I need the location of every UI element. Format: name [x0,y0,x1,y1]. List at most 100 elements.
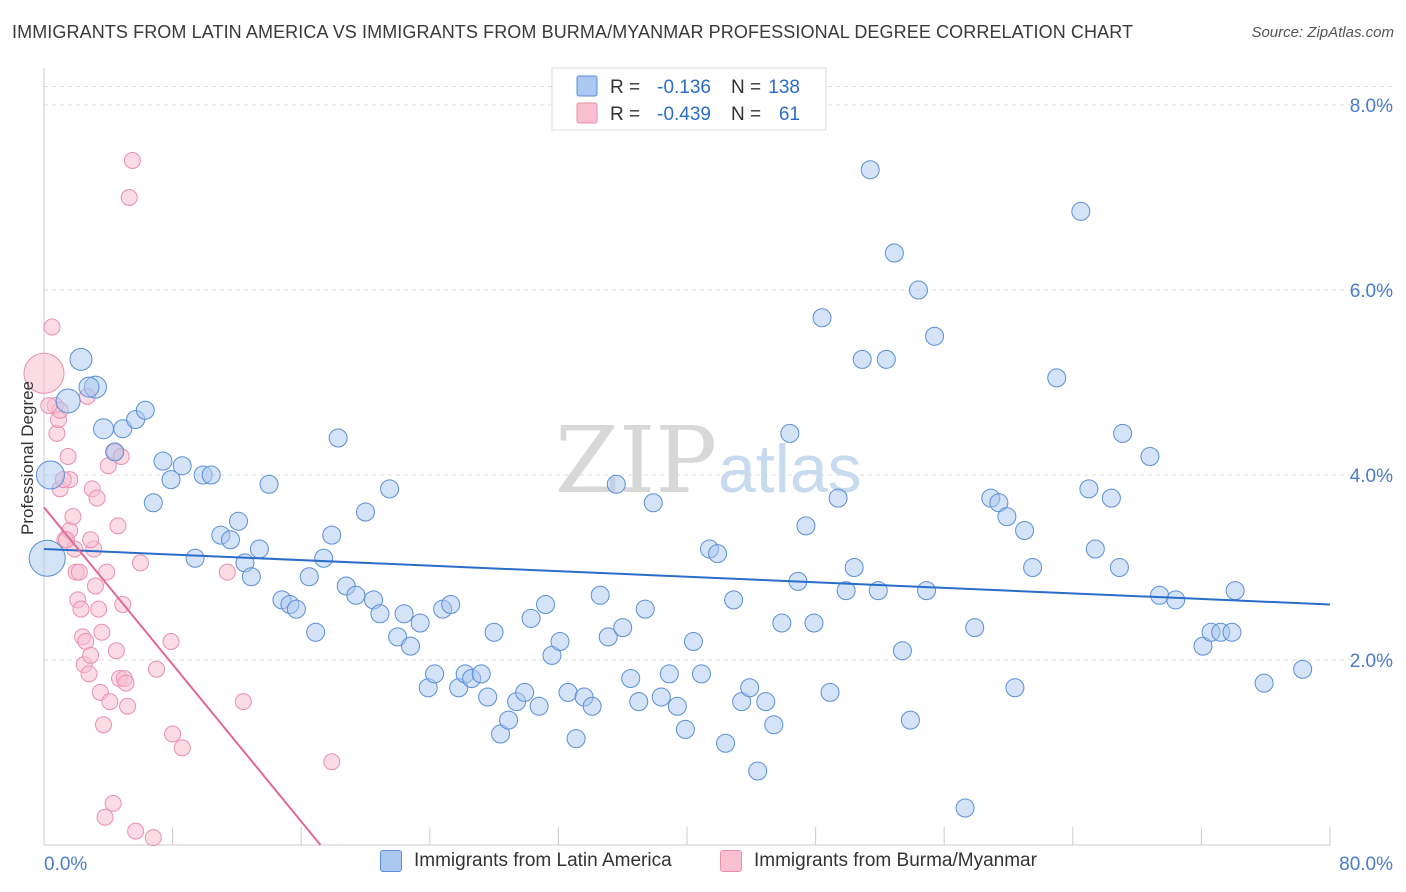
series-latin-america-points [28,160,1313,818]
latin-america-point [925,326,945,346]
latin-america-point [521,608,541,628]
y-tick-label: 6.0% [1350,281,1393,302]
burma-point [123,152,141,169]
latin-america-point [997,507,1017,527]
latin-america-point [1222,622,1242,642]
latin-america-point [550,632,570,651]
latin-america-point [78,376,100,398]
legend-swatch-burma [576,102,598,124]
latin-america-point [1071,201,1091,221]
burma-point [93,623,111,641]
trend-line-latin-america [43,548,1331,606]
latin-america-point [185,548,205,568]
latin-america-point [965,618,985,638]
latin-america-point [220,530,240,550]
latin-america-point [286,599,306,619]
burma-point [101,693,119,711]
latin-america-point [529,696,549,716]
latin-america-point [346,585,366,605]
legend-r-label-2: R = [610,104,640,125]
latin-america-point [613,618,633,638]
watermark: ZIP atlas [555,407,862,514]
burma-point [131,554,149,572]
latin-america-point [1254,673,1274,693]
burma-point [109,517,127,535]
latin-america-point [917,581,937,601]
latin-america-point [113,419,133,439]
latin-america-point [629,692,649,712]
latin-america-point [55,388,81,414]
burma-point [59,448,77,465]
latin-america-point [515,682,535,702]
burma-point [43,318,61,336]
latin-america-point [35,460,65,490]
legend-swatch-latin-america [576,75,598,97]
burma-point [23,352,65,394]
latin-america-point [756,692,776,712]
latin-america-point [724,590,744,610]
latin-america-point [1079,479,1099,499]
burma-point [127,822,145,840]
latin-america-point [812,308,832,328]
latin-america-point [536,595,556,614]
legend-swatch-blue [380,850,402,872]
burma-point [104,794,122,812]
latin-america-point [135,400,155,420]
latin-america-point [249,539,269,559]
burma-point [72,600,90,618]
latin-america-point [143,493,163,513]
latin-america-point [876,349,896,369]
latin-america-point [780,423,800,443]
burma-point [88,489,106,507]
latin-america-point [675,719,695,739]
source-label: Source: ZipAtlas.com [1251,24,1394,41]
legend-n-value-1: 138 [768,77,800,98]
burma-point [80,665,98,683]
burma-point [107,642,125,660]
burma-point [40,397,58,415]
burma-point [58,531,76,549]
latin-america-point [314,548,334,568]
latin-america-point [380,479,400,499]
latin-america-point [410,613,430,633]
latin-america-point [683,632,703,651]
latin-america-point [566,729,586,749]
burma-point [82,646,100,664]
latin-america-point [1015,521,1035,540]
latin-america-point [356,502,375,522]
latin-america-point [172,456,192,476]
latin-america-point [1113,423,1133,443]
burma-point [218,563,236,581]
trend-line-burma [43,506,322,846]
legend-top-box [551,67,827,131]
latin-america-point [92,418,114,440]
burma-point [164,725,182,743]
legend-top: R = -0.136 N = 138 R = -0.439 N = 61 [551,67,827,131]
latin-america-point [259,474,279,494]
burma-point [117,674,135,692]
latin-america-point [900,710,920,730]
latin-america-point [716,733,736,753]
trend-lines [43,506,1331,846]
legend-swatch-pink [720,850,742,872]
latin-america-point [796,516,816,536]
burma-point [119,697,137,715]
latin-america-point [69,347,93,371]
legend-item-burma: Immigrants from Burma/Myanmar [720,850,1037,872]
burma-point [120,189,138,206]
legend-item-latin-america: Immigrants from Latin America [380,850,672,872]
latin-america-point [598,627,618,647]
latin-america-point [241,567,261,587]
latin-america-point [201,465,221,485]
latin-america-point [740,678,760,698]
latin-america-point [441,595,461,614]
latin-america-point [643,493,663,513]
latin-america-point [691,664,711,684]
latin-america-point [558,682,578,702]
legend-label-latin-america: Immigrants from Latin America [414,850,672,871]
burma-point [148,660,166,678]
y-tick-label: 4.0% [1350,466,1393,487]
latin-america-point [836,581,856,601]
legend-n-label-2: N = [731,104,761,125]
x-tick-label-max: 80.0% [1339,854,1393,875]
